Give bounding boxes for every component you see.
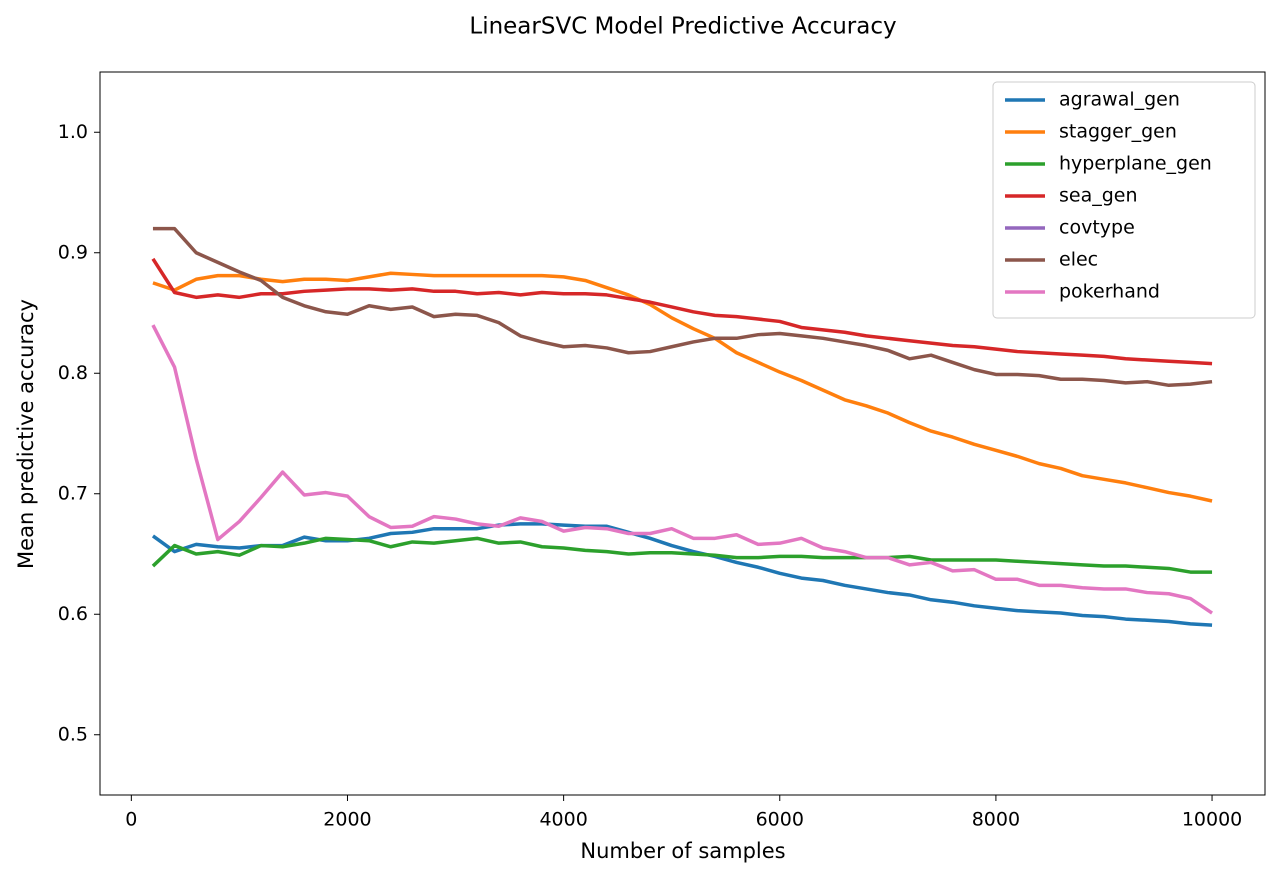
- series-line: [151, 257, 1213, 366]
- x-tick-label: 6000: [756, 809, 804, 831]
- x-tick-label: 0: [125, 809, 137, 831]
- plot-frame: [99, 71, 1266, 796]
- legend-label: sea_gen: [1059, 185, 1138, 207]
- y-tick-label: 0.6: [58, 603, 88, 625]
- x-axis-label: Number of samples: [580, 839, 785, 863]
- chart-title: LinearSVC Model Predictive Accuracy: [469, 14, 896, 40]
- x-tick-label: 10000: [1182, 809, 1242, 831]
- series-line: [151, 324, 1214, 615]
- legend-box: [992, 81, 1256, 319]
- x-tick-label: 8000: [972, 809, 1020, 831]
- legend-label: hyperplane_gen: [1059, 153, 1212, 175]
- x-tick-label: 4000: [539, 809, 587, 831]
- legend-label: agrawal_gen: [1059, 89, 1180, 111]
- legend-label: pokerhand: [1059, 281, 1160, 303]
- y-tick-label: 0.7: [58, 482, 88, 504]
- series-line: [151, 536, 1213, 574]
- series-line: [152, 226, 1213, 388]
- series-line: [152, 271, 1213, 503]
- legend-label: stagger_gen: [1059, 121, 1177, 143]
- x-tick-label: 2000: [323, 809, 371, 831]
- legend-label: covtype: [1059, 217, 1135, 239]
- legend-label: elec: [1059, 249, 1098, 271]
- series-line: [151, 522, 1213, 627]
- y-tick-label: 0.9: [58, 241, 88, 263]
- y-tick-label: 0.5: [58, 723, 88, 745]
- y-tick-label: 0.8: [58, 362, 88, 384]
- y-axis-label: Mean predictive accuracy: [14, 299, 38, 569]
- y-tick-label: 1.0: [58, 121, 88, 143]
